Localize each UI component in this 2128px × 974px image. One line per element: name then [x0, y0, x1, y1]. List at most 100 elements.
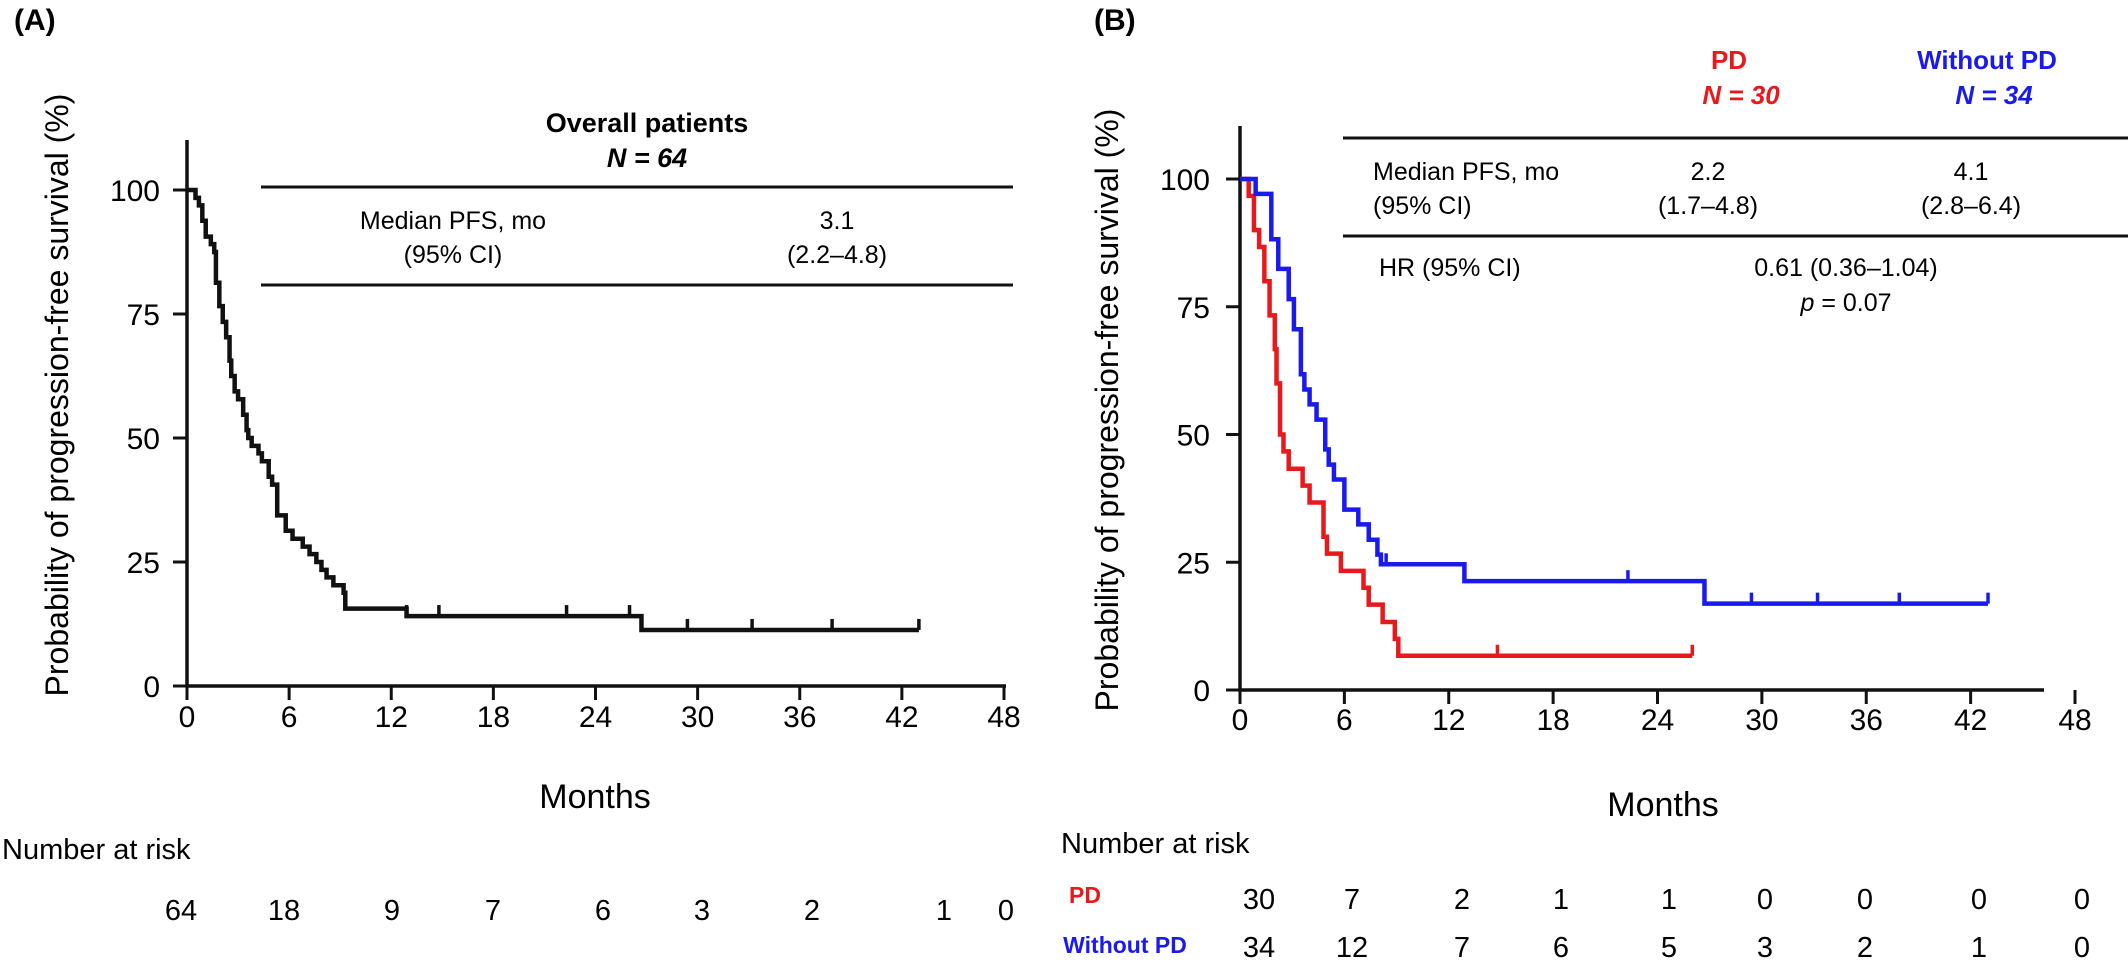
risk-count: 7: [1344, 884, 1360, 916]
x-tick-label: 0: [179, 701, 196, 734]
risk-count: 0: [2074, 932, 2090, 964]
y-tick-label: 50: [127, 423, 160, 456]
risk-count: 30: [1243, 884, 1275, 916]
panel-a-x-ticks: 0 6 12 18 24 30 36 42 48: [179, 686, 1021, 734]
km-curve-without-pd: [1240, 176, 1989, 606]
panel-b-risk-heading: Number at risk: [1061, 828, 1250, 860]
risk-count: 0: [1971, 884, 1987, 916]
panel-b-y-axis-title: Probability of progression-free survival…: [1089, 109, 1125, 712]
x-tick-label: 12: [1432, 704, 1465, 737]
x-tick-label: 12: [375, 701, 408, 734]
panel-b-risk-label-without-pd: Without PD: [1063, 932, 1187, 958]
risk-count: 1: [936, 895, 952, 927]
risk-count: 1: [1971, 932, 1987, 964]
panel-a-y-axis-title: Probability of progression-free survival…: [39, 94, 75, 697]
panel-a-ci-value: (2.2–4.8): [787, 241, 887, 269]
risk-count: 12: [1336, 932, 1368, 964]
risk-count: 0: [998, 895, 1014, 927]
panel-a-median-label: Median PFS, mo: [360, 207, 546, 235]
panel-b-x-axis-title: Months: [1607, 786, 1719, 824]
risk-count: 5: [1661, 932, 1677, 964]
panel-b-pd-n: N = 30: [1702, 80, 1780, 110]
panel-b-hr-label: HR (95% CI): [1379, 254, 1521, 282]
y-tick-label: 100: [110, 175, 160, 208]
panel-b-label: (B): [1094, 4, 1136, 37]
x-tick-label: 36: [783, 701, 816, 734]
x-tick-label: 0: [1232, 704, 1249, 737]
panel-a-group-n: N = 64: [607, 143, 687, 173]
x-tick-label: 6: [1336, 704, 1353, 737]
panel-b: (B) Probability of progression-free surv…: [1061, 4, 2128, 964]
x-tick-label: 48: [987, 701, 1020, 734]
y-tick-label: 0: [143, 671, 160, 704]
panel-b-p-value-line: p = 0.07: [1799, 289, 1891, 317]
risk-count: 64: [165, 895, 197, 927]
y-tick-label: 0: [1193, 675, 1210, 708]
x-tick-label: 6: [281, 701, 298, 734]
risk-count: 2: [1857, 932, 1873, 964]
panel-a: (A) Probability of progression-free surv…: [2, 4, 1021, 927]
x-tick-label: 18: [477, 701, 510, 734]
risk-count: 2: [804, 895, 820, 927]
panel-b-without-pd-ci: (2.8–6.4): [1921, 192, 2021, 220]
x-tick-label: 24: [1641, 704, 1674, 737]
x-tick-label: 30: [1745, 704, 1778, 737]
y-tick-label: 25: [1177, 547, 1210, 580]
panel-b-y-ticks: 0 25 50 75 100: [1160, 164, 1240, 708]
x-tick-label: 42: [1954, 704, 1987, 737]
panel-b-hr-value: 0.61 (0.36–1.04): [1754, 254, 1937, 282]
panel-a-x-axis-title: Months: [539, 778, 651, 816]
panel-b-risk-label-pd: PD: [1069, 882, 1101, 908]
panel-b-ci-label: (95% CI): [1373, 192, 1472, 220]
panel-a-risk-heading: Number at risk: [2, 834, 191, 866]
panel-a-curves: [187, 187, 921, 633]
panel-a-group-title: Overall patients: [546, 108, 749, 138]
risk-count: 3: [694, 895, 710, 927]
risk-count: 7: [485, 895, 501, 927]
panel-b-p-symbol: p: [1799, 289, 1814, 317]
y-tick-label: 25: [127, 547, 160, 580]
risk-count: 0: [1857, 884, 1873, 916]
panel-a-ci-label: (95% CI): [404, 241, 503, 269]
y-tick-label: 50: [1177, 420, 1210, 453]
panel-b-risk-table: 30 7 2 1 1 0 0 0 0 34 12 7 6 5 3 2 1 0: [1243, 884, 2090, 964]
panel-b-curves: [1240, 176, 1990, 659]
x-tick-label: 42: [885, 701, 918, 734]
x-tick-label: 30: [681, 701, 714, 734]
x-tick-label: 18: [1536, 704, 1569, 737]
panel-a-y-ticks: 0 25 50 75 100: [110, 175, 187, 704]
panel-b-median-label: Median PFS, mo: [1373, 158, 1559, 186]
x-tick-label: 48: [2058, 704, 2091, 737]
risk-count: 9: [384, 895, 400, 927]
panel-b-pd-ci: (1.7–4.8): [1658, 192, 1758, 220]
y-tick-label: 75: [1177, 292, 1210, 325]
risk-count: 3: [1757, 932, 1773, 964]
risk-count: 6: [595, 895, 611, 927]
x-tick-label: 36: [1850, 704, 1883, 737]
panel-a-risk-table: 64 18 9 7 6 3 2 1 0: [165, 895, 1014, 927]
y-tick-label: 75: [127, 299, 160, 332]
panel-b-without-pd-header: Without PD: [1917, 45, 2057, 75]
risk-count: 0: [2074, 884, 2090, 916]
risk-count: 6: [1553, 932, 1569, 964]
x-tick-label: 24: [579, 701, 612, 734]
risk-count: 18: [268, 895, 300, 927]
risk-count: 7: [1454, 932, 1470, 964]
km-curve-pd: [1240, 176, 1693, 659]
km-curve-overall-patients: [187, 187, 919, 633]
panel-a-label: (A): [14, 4, 56, 37]
risk-count: 1: [1553, 884, 1569, 916]
risk-count: 34: [1243, 932, 1275, 964]
panel-b-without-pd-median: 4.1: [1954, 158, 1989, 186]
panel-a-median-value: 3.1: [820, 207, 855, 235]
risk-count: 1: [1661, 884, 1677, 916]
panel-b-p-value: = 0.07: [1814, 289, 1891, 317]
panel-b-x-ticks: 0 6 12 18 24 30 36 42 48: [1232, 690, 2092, 737]
y-tick-label: 100: [1160, 164, 1210, 197]
panel-b-pd-header: PD: [1711, 45, 1747, 75]
panel-b-without-pd-n: N = 34: [1955, 80, 2033, 110]
risk-count: 2: [1454, 884, 1470, 916]
risk-count: 0: [1757, 884, 1773, 916]
panel-b-pd-median: 2.2: [1691, 158, 1726, 186]
